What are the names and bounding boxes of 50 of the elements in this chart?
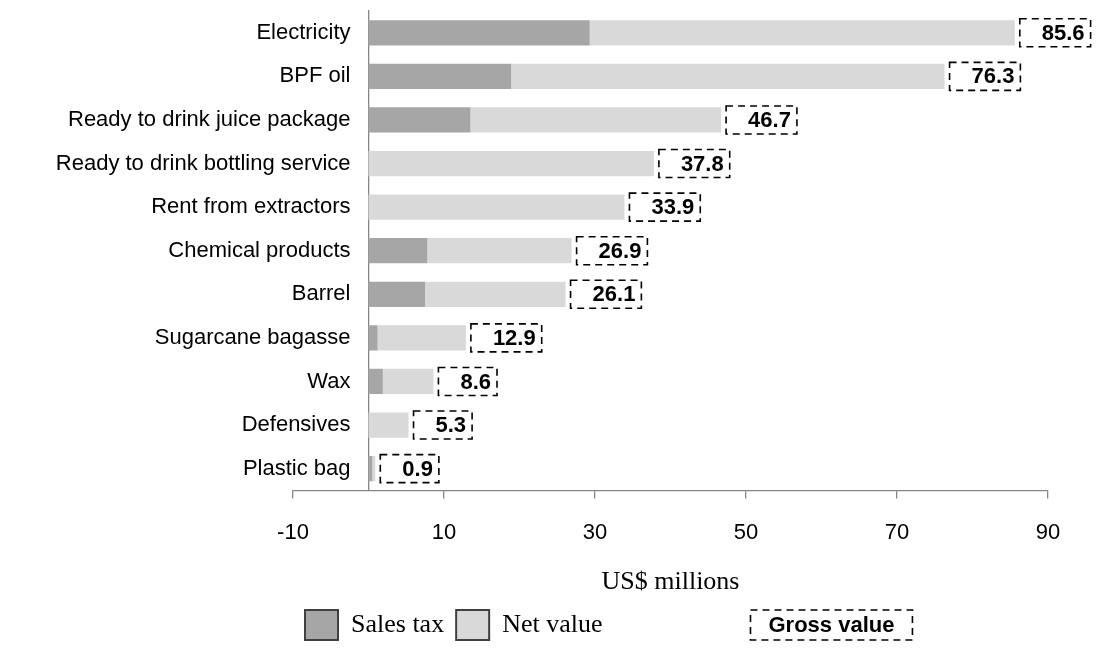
y-tick-label: Rent from extractors	[151, 193, 351, 219]
total-label: 33.9	[651, 194, 695, 220]
total-label: 37.8	[680, 150, 724, 176]
bar	[425, 281, 566, 307]
y-tick-label: Sugarcane bagasse	[154, 323, 351, 349]
legend-label: Sales tax	[351, 608, 445, 638]
total-label: 26.9	[598, 237, 642, 263]
x-tick-label: 10	[431, 518, 457, 544]
bar	[511, 63, 945, 90]
total-label: 46.7	[748, 107, 791, 133]
bar	[368, 412, 409, 438]
bar	[368, 107, 471, 133]
bar	[382, 368, 434, 395]
x-tick-label: 70	[884, 518, 910, 544]
y-tick-label: Ready to drink juice package	[68, 106, 351, 132]
total-label: 8.6	[460, 368, 492, 394]
bar	[368, 325, 378, 351]
total-label: 12.9	[492, 324, 536, 350]
y-tick-label: Ready to drink bottling service	[55, 149, 351, 175]
y-tick-label: Barrel	[291, 280, 351, 306]
legend-label: Net value	[502, 608, 603, 638]
text: Gross value	[768, 612, 895, 638]
y-tick-label: Defensives	[241, 411, 351, 437]
bar	[427, 238, 572, 264]
bar	[368, 238, 428, 264]
total-label: 5.3	[435, 412, 467, 438]
x-tick-label: 30	[582, 518, 608, 544]
bar	[589, 20, 1015, 46]
bar	[377, 325, 466, 351]
bar	[368, 63, 512, 90]
y-tick-label: BPF oil	[279, 62, 351, 88]
y-tick-label: Wax	[307, 367, 351, 393]
total-label: 85.6	[1041, 19, 1085, 45]
bar	[368, 150, 654, 177]
y-tick-label: Chemical products	[168, 236, 351, 262]
x-tick-label: 90	[1035, 518, 1061, 544]
bar	[368, 194, 625, 220]
total-label: 76.3	[971, 63, 1015, 89]
y-tick-label: Plastic bag	[242, 454, 351, 480]
x-tick-label: 50	[733, 518, 759, 544]
bar	[372, 455, 376, 482]
bar	[368, 20, 590, 46]
total-label: 0.9	[402, 455, 433, 481]
bar	[368, 368, 383, 395]
y-tick-label: Electricity	[256, 18, 351, 44]
x-axis-title: US$ millions	[601, 566, 740, 596]
x-tick-label: -10	[277, 518, 309, 544]
bar	[368, 281, 426, 307]
bar	[470, 107, 722, 133]
total-label: 26.1	[592, 281, 636, 307]
